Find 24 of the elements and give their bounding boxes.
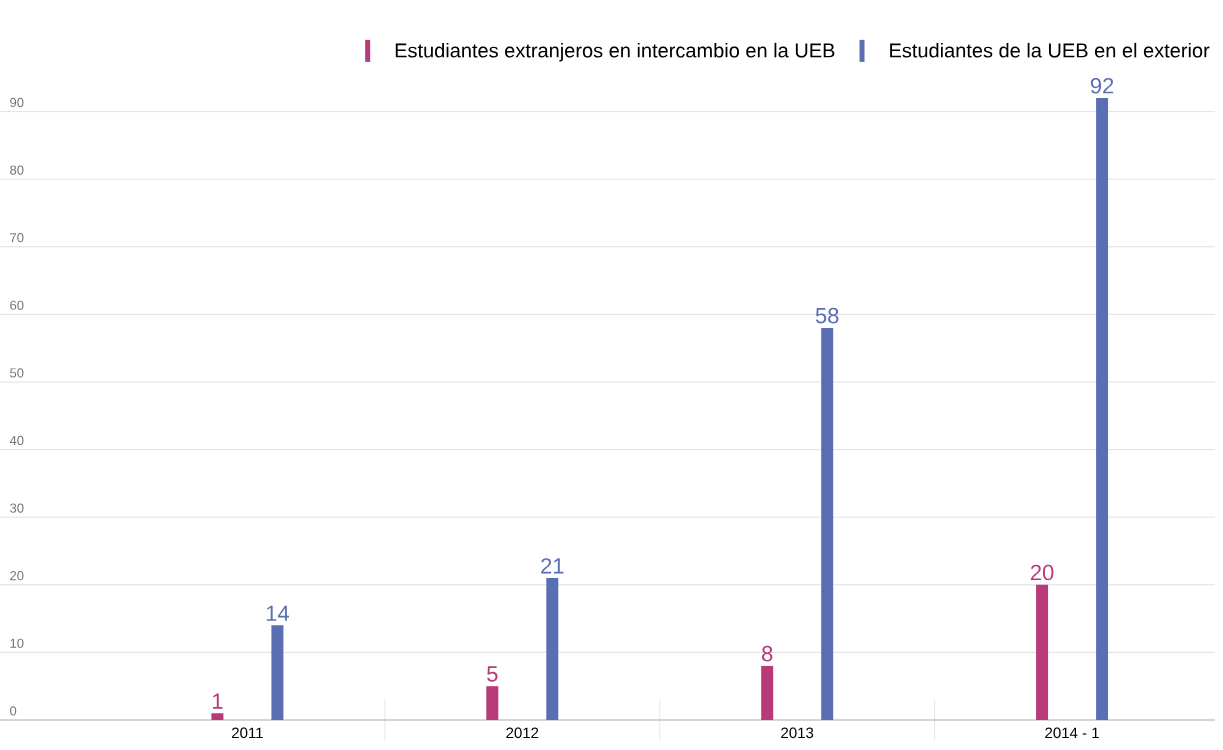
legend-label: Estudiantes extranjeros en intercambio en la UEB [395,42,835,62]
data-label: 21 [541,558,564,574]
x-tick-label: 2012 [506,727,539,739]
y-tick-label: 30 [10,503,24,513]
data-label: 5 [487,666,498,682]
data-label: 14 [266,605,289,621]
y-tick-label: 0 [10,706,17,716]
y-tick-label: 40 [9,435,24,446]
y-tick-label: 10 [10,638,24,648]
y-tick-label: 70 [10,233,24,243]
x-tick-label: 2013 [781,727,814,739]
y-tick-label: 90 [10,97,24,108]
data-label: 8 [762,645,773,662]
y-tick-label: 50 [10,368,24,378]
data-label: 92 [1090,77,1114,94]
data-label: 20 [1030,564,1054,581]
x-tick-label: 2011 [232,727,263,739]
data-label: 58 [815,307,839,324]
data-label: 1 [212,693,223,709]
y-tick-label: 80 [10,165,24,175]
y-tick-label: 20 [10,571,24,581]
legend-label: Estudiantes de la UEB en el exterior [890,42,1210,58]
x-tick-label: 2014 - 1 [1045,727,1099,739]
y-tick-label: 60 [10,300,24,310]
